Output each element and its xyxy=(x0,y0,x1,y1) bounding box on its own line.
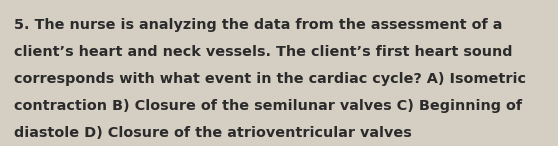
Text: client’s heart and neck vessels. The client’s first heart sound: client’s heart and neck vessels. The cli… xyxy=(14,45,512,59)
Text: contraction B) Closure of the semilunar valves C) Beginning of: contraction B) Closure of the semilunar … xyxy=(14,99,522,113)
Text: corresponds with what event in the cardiac cycle? A) Isometric: corresponds with what event in the cardi… xyxy=(14,72,526,86)
Text: 5. The nurse is analyzing the data from the assessment of a: 5. The nurse is analyzing the data from … xyxy=(14,18,502,32)
Text: diastole D) Closure of the atrioventricular valves: diastole D) Closure of the atrioventricu… xyxy=(14,126,412,140)
